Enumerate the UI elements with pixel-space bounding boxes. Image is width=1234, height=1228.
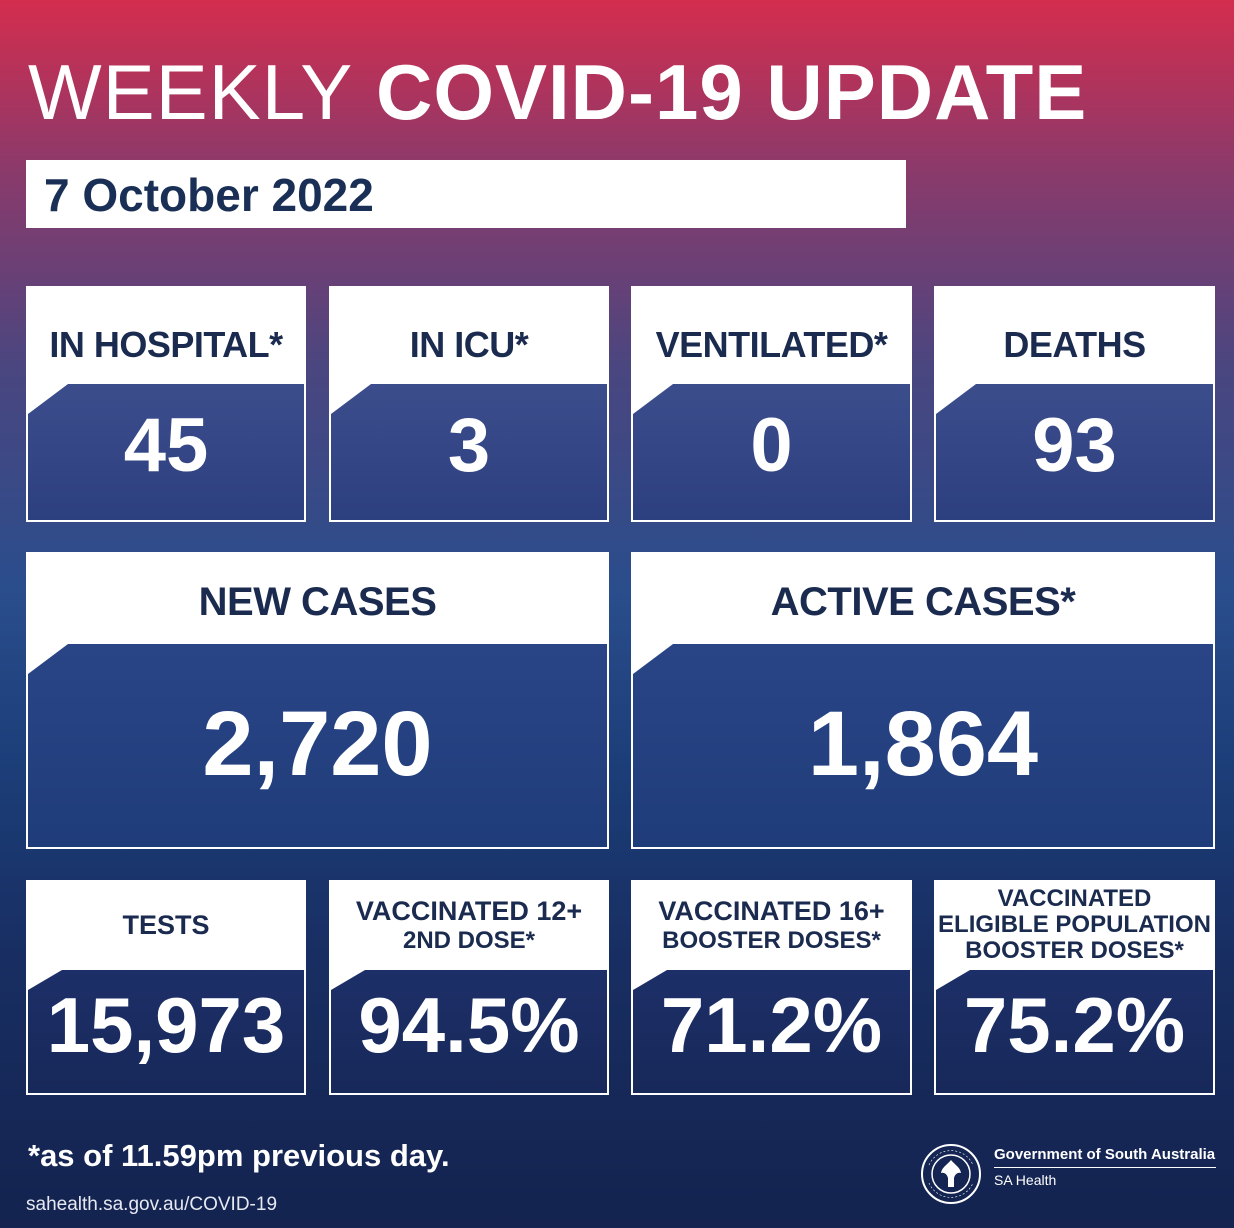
stat-label: DEATHS [1003,324,1146,365]
stat-card-active-cases: ACTIVE CASES* 1,864 [631,552,1215,849]
stat-value-box: 45 [28,384,304,520]
stat-value: 0 [750,403,793,488]
stat-value: 45 [123,403,209,488]
stat-label: VACCINATED 16+ BOOSTER DOSES* [631,896,912,956]
government-name: Government of South Australia [994,1146,1216,1163]
stat-value-box: 1,864 [633,644,1213,847]
stat-value: 94.5% [358,981,580,1069]
stat-label: NEW CASES [198,580,437,624]
stat-label: IN HOSPITAL* [49,324,283,365]
stat-value: 2,720 [202,693,433,795]
department-name: SA Health [994,1172,1057,1188]
stat-value: 15,973 [46,981,286,1069]
stat-label: IN ICU* [409,324,529,365]
stat-label: VACCINATED ELIGIBLE POPULATION BOOSTER D… [934,886,1215,964]
stat-label-line: VACCINATED [997,885,1152,912]
stat-card-vaccinated-eligible: VACCINATED ELIGIBLE POPULATION BOOSTER D… [934,880,1215,1095]
stat-value-box: 15,973 [28,970,304,1093]
stat-label: TESTS [26,910,306,940]
stat-card-ventilated: VENTILATED* 0 [631,286,912,522]
stat-value-box: 75.2% [936,970,1213,1093]
stat-value-box: 3 [331,384,607,520]
stat-card-in-icu: IN ICU* 3 [329,286,609,522]
stat-value: 93 [1032,403,1117,488]
stat-card-in-hospital: IN HOSPITAL* 45 [26,286,306,522]
title-weekly: WEEKLY [28,48,354,136]
stat-value-box: 71.2% [633,970,910,1093]
date-banner: 7 October 2022 [26,160,906,228]
website-link[interactable]: sahealth.sa.gov.au/COVID-19 [26,1194,278,1215]
stat-card-vaccinated-12-plus: VACCINATED 12+ 2ND DOSE* 94.5% [329,880,609,1095]
stat-card-deaths: DEATHS 93 [934,286,1215,522]
stat-value-box: 2,720 [28,644,607,847]
stat-value: 75.2% [963,981,1186,1069]
stat-value: 71.2% [660,981,883,1069]
stat-value-box: 93 [936,384,1213,520]
sa-government-seal-icon [921,1144,981,1204]
stat-label-line: VACCINATED 12+ [355,896,583,926]
stat-label: ACTIVE CASES* [770,580,1076,624]
footnote: *as of 11.59pm previous day. [28,1138,450,1173]
stat-value: 3 [447,403,491,488]
stat-label-line: ELIGIBLE POPULATION [938,911,1211,938]
stat-label: VENTILATED* [655,324,888,365]
stat-value-box: 94.5% [331,970,607,1093]
divider [994,1167,1216,1168]
stat-value: 1,864 [807,693,1039,795]
stat-card-new-cases: NEW CASES 2,720 [26,552,609,849]
stat-card-vaccinated-16-plus: VACCINATED 16+ BOOSTER DOSES* 71.2% [631,880,912,1095]
stat-value-box: 0 [633,384,910,520]
stat-label: VACCINATED 12+ 2ND DOSE* [329,896,609,956]
page-title: WEEKLY COVID-19 UPDATE [28,50,1087,134]
stat-label-line: VACCINATED 16+ [658,896,885,926]
stat-label-line: BOOSTER DOSES* [965,937,1184,964]
title-main: COVID-19 UPDATE [375,48,1088,136]
stat-label-line: TESTS [122,910,210,940]
stat-card-tests: TESTS 15,973 [26,880,306,1095]
stat-label-line: 2ND DOSE* [402,927,536,954]
report-date: 7 October 2022 [44,169,374,221]
stat-label-line: BOOSTER DOSES* [662,927,881,954]
